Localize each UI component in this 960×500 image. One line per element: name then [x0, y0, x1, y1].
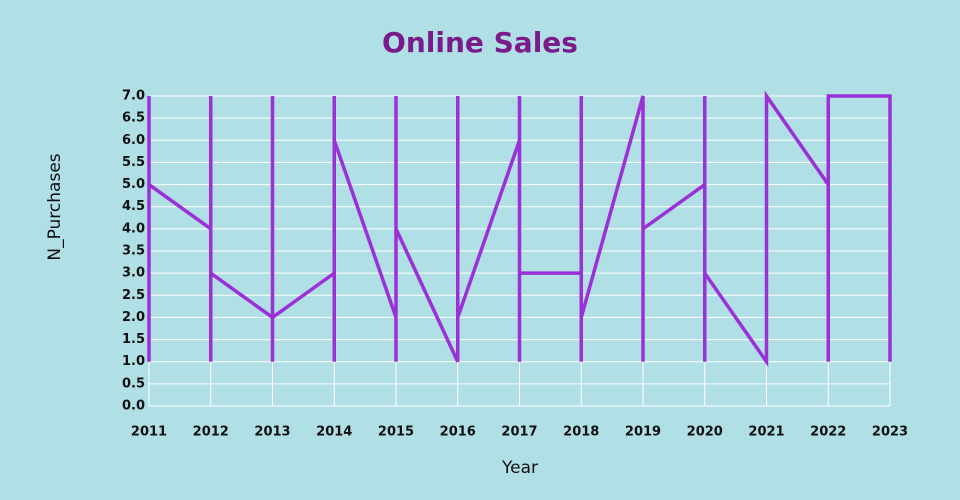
y-tick-label: 5.5 — [122, 155, 145, 170]
y-tick-label: 0.5 — [122, 376, 145, 391]
x-tick-label: 2017 — [501, 425, 537, 440]
x-tick-label: 2022 — [810, 425, 846, 440]
x-tick-label: 2013 — [254, 425, 290, 440]
x-tick-label: 2011 — [131, 425, 167, 440]
y-tick-label: 7.0 — [122, 89, 145, 104]
x-tick-label: 2018 — [563, 425, 599, 440]
chart-title: Online Sales — [382, 26, 578, 59]
x-tick-label: 2020 — [687, 425, 723, 440]
y-tick-label: 4.5 — [122, 199, 145, 214]
x-tick-label: 2016 — [440, 425, 476, 440]
y-tick-label: 4.0 — [122, 221, 145, 236]
y-axis-label: N_Purchases — [45, 153, 65, 260]
y-tick-label: 0.0 — [122, 399, 145, 414]
y-tick-label: 2.5 — [122, 288, 145, 303]
y-tick-label: 1.5 — [122, 332, 145, 347]
y-tick-label: 2.0 — [122, 310, 145, 325]
y-tick-label: 5.0 — [122, 177, 145, 192]
x-tick-label: 2014 — [316, 425, 352, 440]
y-tick-label: 1.0 — [122, 354, 145, 369]
y-tick-label: 6.0 — [122, 133, 145, 148]
x-tick-label: 2015 — [378, 425, 414, 440]
x-tick-label: 2021 — [748, 425, 784, 440]
x-tick-label: 2019 — [625, 425, 661, 440]
x-tick-label: 2023 — [872, 425, 908, 440]
y-tick-label: 6.5 — [122, 111, 145, 126]
y-tick-label: 3.5 — [122, 244, 145, 259]
x-tick-label: 2012 — [193, 425, 229, 440]
data-line — [147, 90, 892, 368]
x-axis-label: Year — [501, 458, 538, 478]
y-tick-label: 3.0 — [122, 266, 145, 281]
